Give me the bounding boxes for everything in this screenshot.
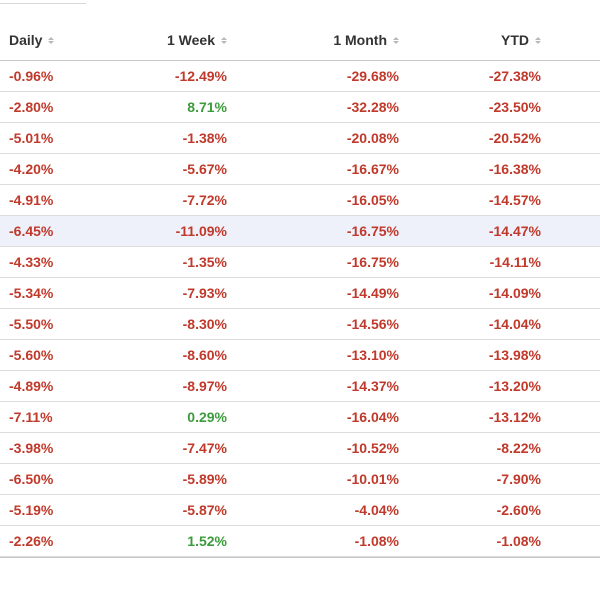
cell-1-month: -16.75% [346, 254, 399, 270]
table-bottom-border [0, 557, 600, 558]
cell-daily: -4.89% [9, 378, 54, 394]
table-header: Daily 1 Week 1 Month YTD [0, 20, 600, 61]
cell-ytd: -27.38% [488, 68, 541, 84]
cell-daily: -3.98% [9, 440, 54, 456]
cell-1-month: -13.10% [346, 347, 399, 363]
column-header-ytd[interactable]: YTD [399, 32, 541, 48]
cell-ytd: -14.47% [488, 223, 541, 239]
table-row[interactable]: -4.89% -8.97% -14.37% -13.20% [0, 371, 600, 402]
table-body: -0.96% -12.49% -29.68% -27.38% -2.80% 8.71% -3… [0, 61, 600, 557]
table-row[interactable]: -5.50% -8.30% -14.56% -14.04% [0, 309, 600, 340]
cell-1-week: -5.87% [182, 502, 227, 518]
table-row[interactable]: -2.26% 1.52% -1.08% -1.08% [0, 526, 600, 557]
table-row[interactable]: -5.19% -5.87% -4.04% -2.60% [0, 495, 600, 526]
cell-daily: -5.19% [9, 502, 54, 518]
cell-1-week: -8.60% [182, 347, 227, 363]
cell-ytd: -23.50% [488, 99, 541, 115]
column-header-label: YTD [501, 32, 529, 48]
cell-1-week: -7.72% [182, 192, 227, 208]
cell-daily: -0.96% [9, 68, 54, 84]
cell-ytd: -14.11% [489, 254, 541, 270]
cell-1-week: 0.29% [187, 409, 227, 425]
sort-icon[interactable] [393, 35, 399, 45]
cell-daily: -5.50% [9, 316, 54, 332]
cell-1-week: -5.67% [182, 161, 227, 177]
cell-1-month: -14.49% [346, 285, 399, 301]
table-row[interactable]: -2.80% 8.71% -32.28% -23.50% [0, 92, 600, 123]
cell-1-month: -4.04% [354, 502, 399, 518]
table-row[interactable]: -5.34% -7.93% -14.49% -14.09% [0, 278, 600, 309]
table-row[interactable]: -6.45% -11.09% -16.75% -14.47% [0, 216, 600, 247]
cell-1-week: -7.47% [182, 440, 227, 456]
cell-daily: -7.11% [9, 409, 53, 425]
cell-1-week: 1.52% [187, 533, 227, 549]
cell-ytd: -7.90% [496, 471, 541, 487]
cell-1-week: -8.97% [182, 378, 227, 394]
cell-daily: -4.20% [9, 161, 54, 177]
cell-1-week: -5.89% [182, 471, 227, 487]
cell-ytd: -1.08% [496, 533, 541, 549]
cell-1-month: -14.37% [346, 378, 399, 394]
cell-1-week: -1.38% [182, 130, 227, 146]
table-row[interactable]: -3.98% -7.47% -10.52% -8.22% [0, 433, 600, 464]
top-tab-underline [0, 0, 86, 4]
cell-daily: -2.26% [9, 533, 54, 549]
cell-daily: -6.50% [9, 471, 54, 487]
cell-1-month: -10.01% [346, 471, 399, 487]
cell-daily: -4.33% [9, 254, 54, 270]
cell-1-month: -10.52% [346, 440, 399, 456]
table-row[interactable]: -5.60% -8.60% -13.10% -13.98% [0, 340, 600, 371]
cell-ytd: -13.12% [488, 409, 541, 425]
performance-table: Daily 1 Week 1 Month YTD -0.96% -12.49% -2… [0, 20, 600, 558]
table-row[interactable]: -0.96% -12.49% -29.68% -27.38% [0, 61, 600, 92]
sort-icon[interactable] [48, 35, 55, 45]
cell-ytd: -2.60% [496, 502, 541, 518]
table-row[interactable]: -6.50% -5.89% -10.01% -7.90% [0, 464, 600, 495]
cell-ytd: -14.04% [488, 316, 541, 332]
column-header-1-month[interactable]: 1 Month [227, 32, 399, 48]
column-header-label: 1 Month [333, 32, 387, 48]
cell-1-week: -12.49% [174, 68, 227, 84]
cell-ytd: -8.22% [496, 440, 541, 456]
table-row[interactable]: -7.11% 0.29% -16.04% -13.12% [0, 402, 600, 433]
cell-daily: -4.91% [9, 192, 54, 208]
cell-daily: -6.45% [9, 223, 54, 239]
cell-ytd: -16.38% [488, 161, 541, 177]
table-row[interactable]: -4.91% -7.72% -16.05% -14.57% [0, 185, 600, 216]
cell-daily: -5.34% [9, 285, 54, 301]
cell-1-month: -29.68% [346, 68, 399, 84]
table-row[interactable]: -4.33% -1.35% -16.75% -14.11% [0, 247, 600, 278]
cell-1-month: -14.56% [346, 316, 399, 332]
sort-icon[interactable] [221, 35, 227, 45]
cell-1-week: -7.93% [182, 285, 227, 301]
cell-ytd: -13.20% [488, 378, 541, 394]
column-header-1-week[interactable]: 1 Week [99, 32, 227, 48]
table-row[interactable]: -5.01% -1.38% -20.08% -20.52% [0, 123, 600, 154]
cell-1-week: -1.35% [182, 254, 227, 270]
column-header-label: 1 Week [167, 32, 215, 48]
cell-1-week: -8.30% [182, 316, 227, 332]
table-row[interactable]: -4.20% -5.67% -16.67% -16.38% [0, 154, 600, 185]
cell-daily: -5.60% [9, 347, 54, 363]
cell-ytd: -14.09% [488, 285, 541, 301]
sort-icon[interactable] [535, 35, 541, 45]
cell-daily: -5.01% [9, 130, 54, 146]
cell-daily: -2.80% [9, 99, 54, 115]
cell-1-week: -11.09% [175, 223, 227, 239]
column-header-daily[interactable]: Daily [0, 32, 99, 48]
cell-1-month: -16.75% [346, 223, 399, 239]
cell-1-week: 8.71% [187, 99, 227, 115]
column-header-label: Daily [9, 32, 43, 48]
cell-ytd: -20.52% [488, 130, 541, 146]
cell-ytd: -14.57% [488, 192, 541, 208]
cell-1-month: -16.04% [346, 409, 399, 425]
cell-1-month: -1.08% [354, 533, 399, 549]
cell-1-month: -16.67% [346, 161, 399, 177]
cell-1-month: -16.05% [346, 192, 399, 208]
cell-ytd: -13.98% [488, 347, 541, 363]
cell-1-month: -20.08% [346, 130, 399, 146]
cell-1-month: -32.28% [346, 99, 399, 115]
